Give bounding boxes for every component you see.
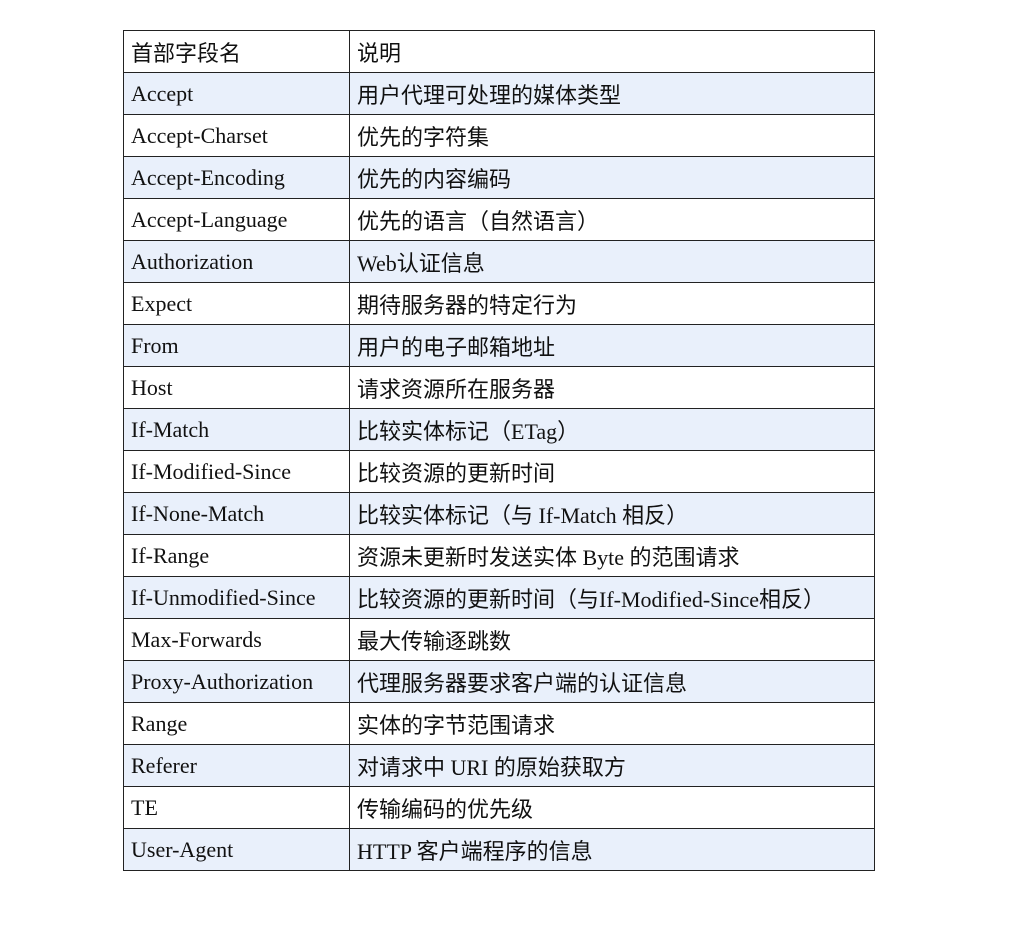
table-cell: Max-Forwards [123, 618, 350, 661]
table-cell: Range [123, 702, 350, 745]
table-cell: 请求资源所在服务器 [349, 366, 875, 409]
table-row: Accept-Charset 优先的字符集 [123, 114, 875, 157]
table-cell: 比较实体标记（与 If-Match 相反） [349, 492, 875, 535]
table-row: Range 实体的字节范围请求 [123, 702, 875, 745]
table-cell: 资源未更新时发送实体 Byte 的范围请求 [349, 534, 875, 577]
table-row: If-Range 资源未更新时发送实体 Byte 的范围请求 [123, 534, 875, 577]
table-cell: Proxy-Authorization [123, 660, 350, 703]
table-cell: 对请求中 URI 的原始获取方 [349, 744, 875, 787]
table-cell: TE [123, 786, 350, 829]
table-cell: From [123, 324, 350, 367]
table-cell: 传输编码的优先级 [349, 786, 875, 829]
table-cell: 比较实体标记（ETag） [349, 408, 875, 451]
table-cell: If-Match [123, 408, 350, 451]
table-cell: 实体的字节范围请求 [349, 702, 875, 745]
table-cell: Accept-Encoding [123, 156, 350, 199]
table-cell: Authorization [123, 240, 350, 283]
table-cell: Expect [123, 282, 350, 325]
table-cell: If-Unmodified-Since [123, 576, 350, 619]
table-cell: If-Range [123, 534, 350, 577]
table-cell: Accept-Language [123, 198, 350, 241]
table-cell: Host [123, 366, 350, 409]
table-row: If-None-Match 比较实体标记（与 If-Match 相反） [123, 492, 875, 535]
table-row: 首部字段名 说明 [123, 30, 875, 73]
table-cell: 用户的电子邮箱地址 [349, 324, 875, 367]
table-row: Proxy-Authorization 代理服务器要求客户端的认证信息 [123, 660, 875, 703]
table-cell: 代理服务器要求客户端的认证信息 [349, 660, 875, 703]
table-cell: 首部字段名 [123, 30, 350, 73]
table-row: Accept 用户代理可处理的媒体类型 [123, 72, 875, 115]
table-cell: 比较资源的更新时间（与If-Modified-Since相反） [349, 576, 875, 619]
table-row: Authorization Web认证信息 [123, 240, 875, 283]
table-cell: 用户代理可处理的媒体类型 [349, 72, 875, 115]
table-row: If-Unmodified-Since 比较资源的更新时间（与If-Modifie… [123, 576, 875, 619]
table-row: Host 请求资源所在服务器 [123, 366, 875, 409]
table-cell: Web认证信息 [349, 240, 875, 283]
table-cell: 说明 [349, 30, 875, 73]
table-cell: User-Agent [123, 828, 350, 871]
table-row: Accept-Language 优先的语言（自然语言） [123, 198, 875, 241]
table-cell: Accept-Charset [123, 114, 350, 157]
table-row: Accept-Encoding 优先的内容编码 [123, 156, 875, 199]
table-row: TE 传输编码的优先级 [123, 786, 875, 829]
table-cell: 优先的内容编码 [349, 156, 875, 199]
table-cell: 优先的语言（自然语言） [349, 198, 875, 241]
table-body: 首部字段名 说明 Accept 用户代理可处理的媒体类型 Accept-Charset 优… [123, 30, 875, 871]
table-row: If-Match 比较实体标记（ETag） [123, 408, 875, 451]
table-row: Max-Forwards 最大传输逐跳数 [123, 618, 875, 661]
table-row: Expect 期待服务器的特定行为 [123, 282, 875, 325]
table-cell: If-None-Match [123, 492, 350, 535]
header-table: 首部字段名 说明 Accept 用户代理可处理的媒体类型 Accept-Charset 优… [123, 30, 875, 871]
table-cell: Referer [123, 744, 350, 787]
table-row: If-Modified-Since 比较资源的更新时间 [123, 450, 875, 493]
table-cell: 优先的字符集 [349, 114, 875, 157]
table-row: Referer 对请求中 URI 的原始获取方 [123, 744, 875, 787]
table-cell: HTTP 客户端程序的信息 [349, 828, 875, 871]
table-row: User-Agent HTTP 客户端程序的信息 [123, 828, 875, 871]
table-row: From 用户的电子邮箱地址 [123, 324, 875, 367]
table-cell: 最大传输逐跳数 [349, 618, 875, 661]
table-cell: 比较资源的更新时间 [349, 450, 875, 493]
table-cell: 期待服务器的特定行为 [349, 282, 875, 325]
table-cell: If-Modified-Since [123, 450, 350, 493]
table-cell: Accept [123, 72, 350, 115]
